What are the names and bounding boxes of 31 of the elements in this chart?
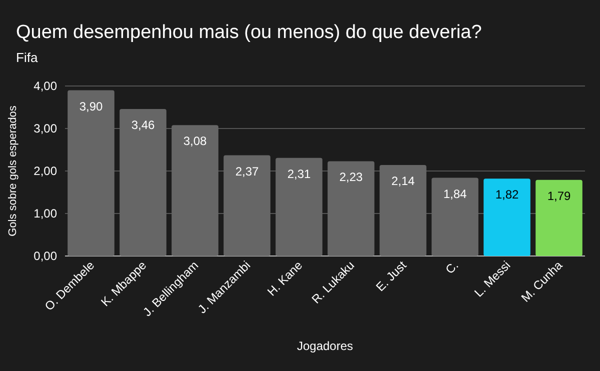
bar bbox=[276, 158, 322, 256]
bar bbox=[224, 155, 270, 256]
bar bbox=[432, 178, 478, 256]
data-label: 1,79 bbox=[547, 188, 571, 203]
y-tick-label: 2,00 bbox=[34, 164, 58, 178]
bar bbox=[328, 161, 374, 256]
data-label: 2,23 bbox=[339, 170, 363, 184]
data-label: 3,46 bbox=[131, 118, 155, 132]
data-label: 1,84 bbox=[443, 186, 467, 201]
x-tick-label: C. bbox=[442, 258, 462, 277]
x-tick-label: E. Just bbox=[373, 258, 410, 294]
bar bbox=[68, 90, 114, 256]
data-label: 3,90 bbox=[79, 99, 103, 114]
y-tick-label: 3,00 bbox=[34, 122, 58, 136]
bar bbox=[172, 125, 218, 256]
data-label: 2,14 bbox=[391, 174, 415, 188]
bar bbox=[536, 180, 582, 256]
y-axis-title: Gols sobre gols esperados bbox=[7, 105, 19, 236]
bar bbox=[380, 165, 426, 256]
data-label: 3,08 bbox=[183, 134, 207, 148]
y-tick-label: 0,00 bbox=[34, 249, 58, 263]
bar bbox=[120, 108, 166, 256]
chart-title: Quem desempenhou mais (ou menos) do que deveria? bbox=[16, 22, 482, 43]
data-label: 2,37 bbox=[235, 164, 259, 178]
y-tick-label: 1,00 bbox=[34, 206, 58, 220]
chart-subtitle: Fifa bbox=[16, 50, 38, 65]
x-axis-title: Jogadores bbox=[296, 339, 354, 353]
y-tick-label: 4,00 bbox=[34, 79, 58, 93]
data-label: 2,31 bbox=[287, 166, 311, 181]
data-label: 1,82 bbox=[495, 188, 519, 202]
bar bbox=[484, 178, 530, 256]
